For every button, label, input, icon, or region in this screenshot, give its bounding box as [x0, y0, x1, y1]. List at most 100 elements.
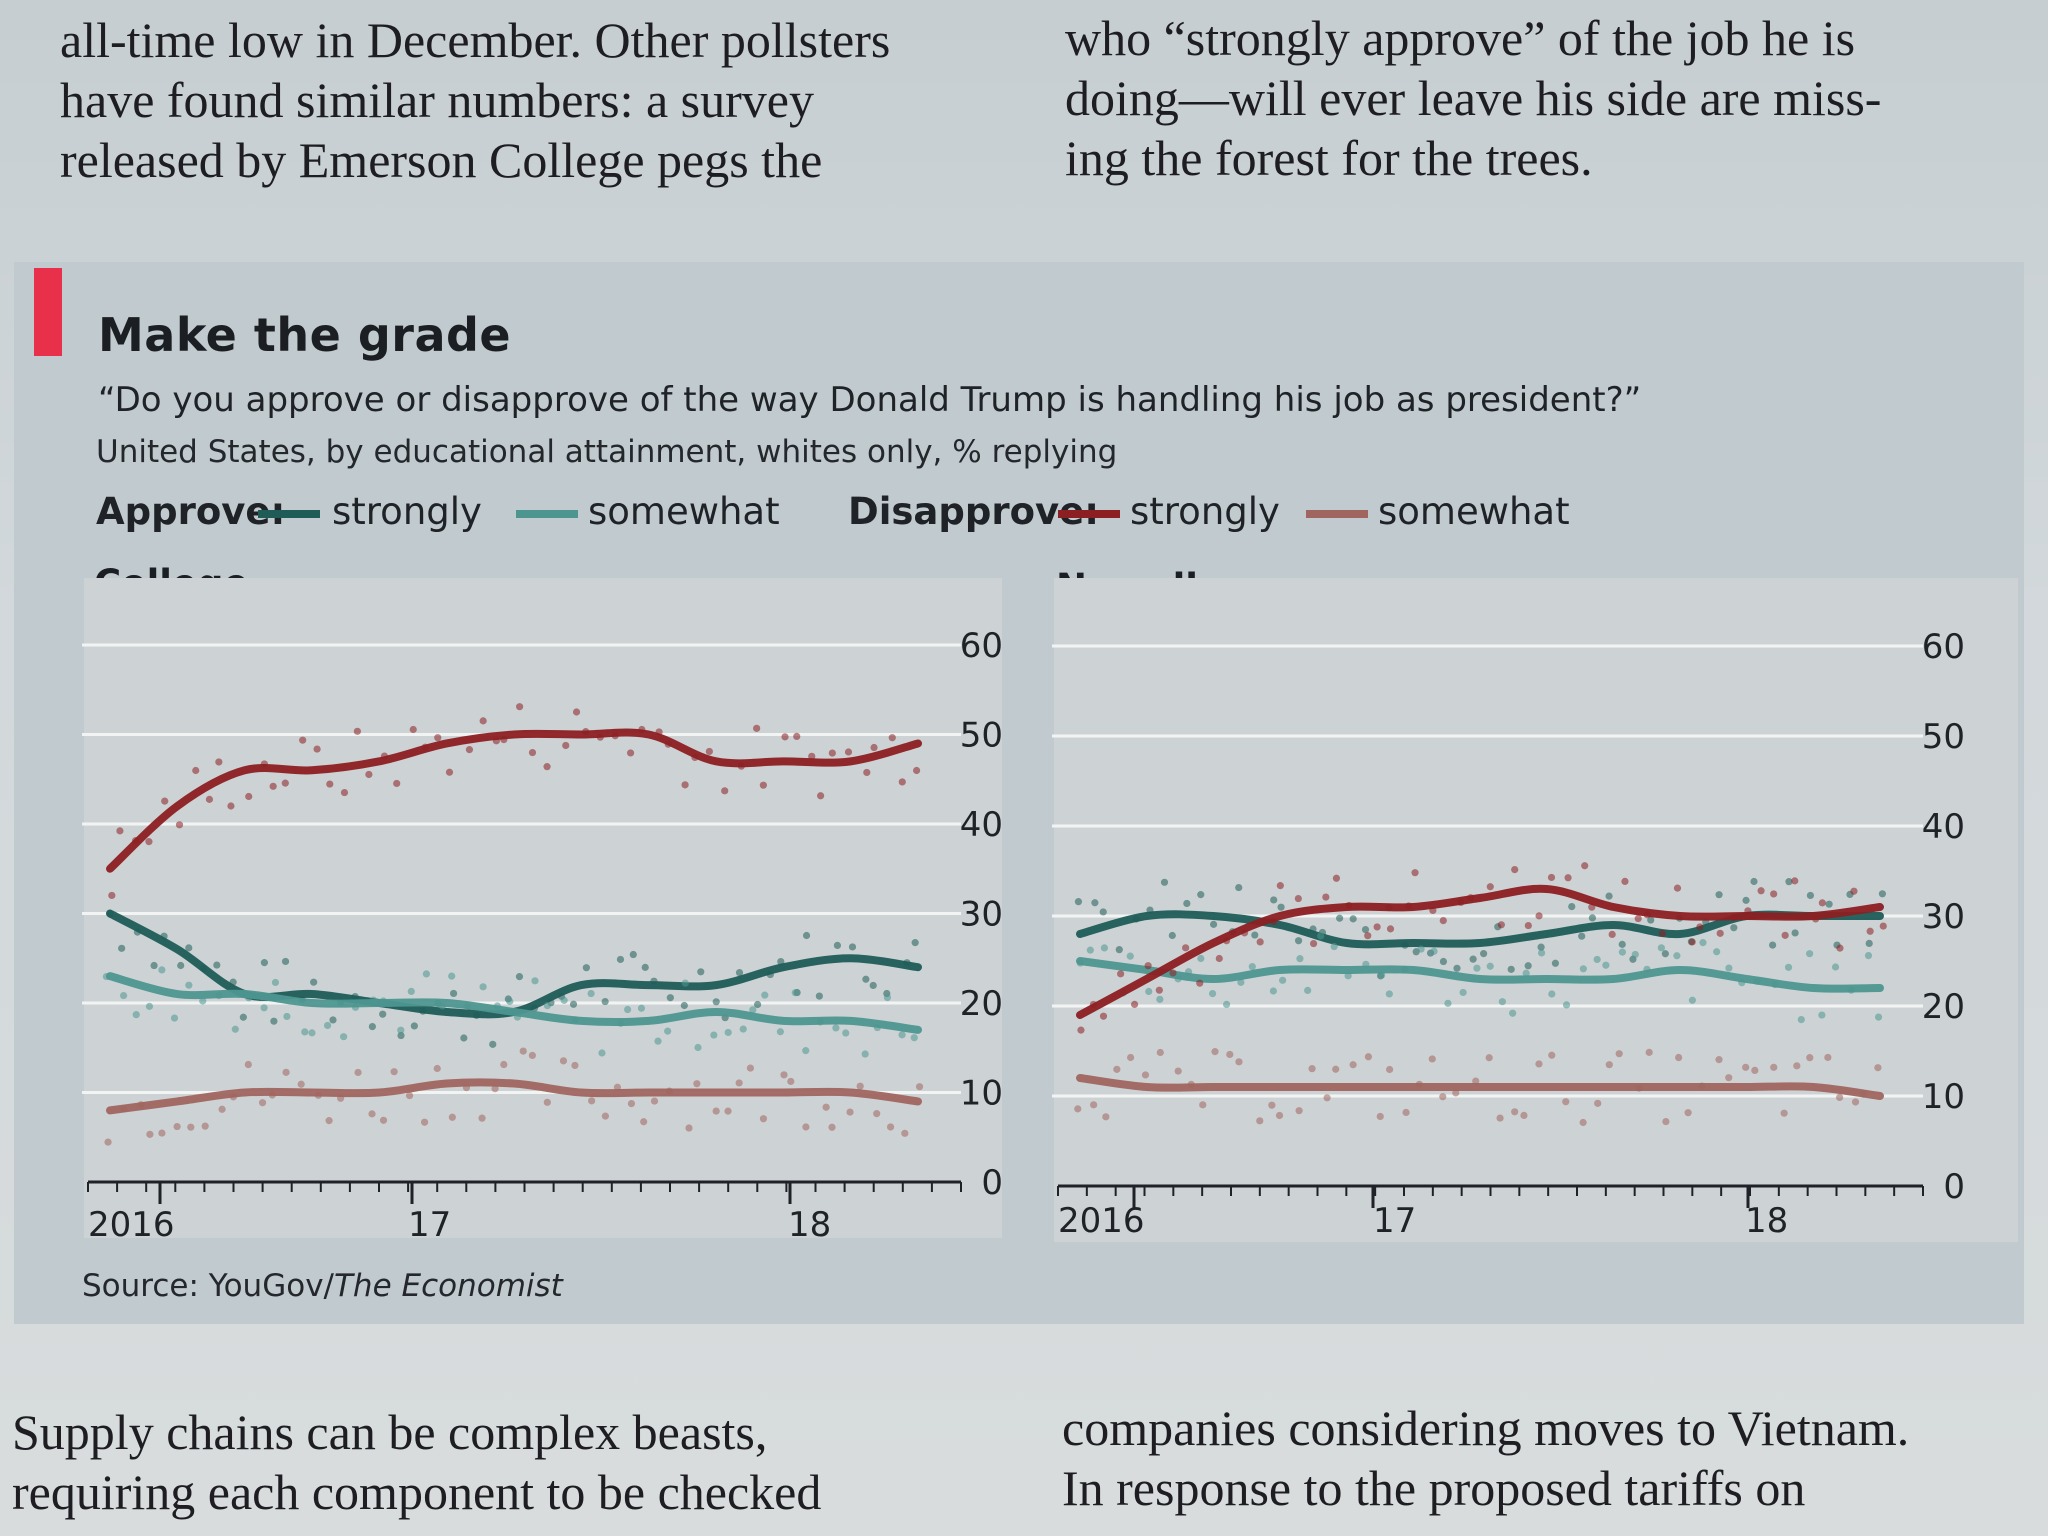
data-point: [1769, 941, 1777, 949]
data-point: [911, 939, 919, 947]
data-point: [1270, 896, 1278, 904]
data-point: [433, 1064, 441, 1073]
data-point: [397, 1031, 405, 1040]
data-point: [1715, 1056, 1723, 1064]
data-point: [1386, 1065, 1394, 1074]
data-point: [410, 1022, 418, 1030]
data-point: [1588, 914, 1597, 922]
data-point: [1361, 925, 1370, 934]
series-line: [106, 1078, 922, 1115]
data-point: [828, 749, 836, 757]
data-point: [627, 1099, 636, 1108]
data-point: [1797, 1015, 1805, 1024]
data-point: [1295, 1107, 1303, 1115]
data-point: [641, 963, 649, 971]
series-line: [1076, 884, 1884, 1019]
data-point: [1100, 944, 1109, 952]
data-point: [1634, 914, 1642, 923]
series-line: [106, 972, 922, 1034]
data-point: [1658, 929, 1667, 938]
data-point: [735, 968, 744, 977]
data-point: [1520, 1111, 1528, 1119]
data-point: [1713, 948, 1721, 956]
data-point: [1806, 950, 1814, 958]
series-line: [106, 728, 922, 873]
data-point: [1235, 883, 1243, 892]
data-point: [1144, 962, 1152, 970]
data-point: [664, 1027, 672, 1035]
data-point: [1818, 1011, 1826, 1019]
data-point: [862, 975, 870, 983]
data-point: [1428, 1055, 1436, 1063]
data-point: [1222, 1000, 1231, 1008]
data-point: [1197, 891, 1205, 899]
data-point: [1647, 916, 1655, 924]
x-tick-label: 18: [788, 1205, 831, 1245]
data-point: [1578, 932, 1586, 940]
text-line: Supply chains can be complex beasts,: [12, 1404, 768, 1460]
data-point: [781, 733, 789, 741]
chart-note: United States, by educational attainment…: [96, 434, 1118, 470]
data-point: [227, 802, 235, 810]
data-point: [753, 1000, 762, 1009]
data-point: [260, 959, 269, 967]
text-line: In response to the proposed tariffs on: [1062, 1460, 1806, 1516]
data-point: [888, 734, 896, 742]
data-point: [898, 778, 906, 786]
data-point: [1688, 996, 1697, 1004]
y-tick-label: 60: [960, 626, 1003, 666]
legend-disapprove-label: Disapprove:: [848, 490, 1100, 533]
data-point: [1806, 1054, 1814, 1062]
data-point: [365, 770, 373, 779]
data-point: [1077, 1026, 1085, 1034]
data-point: [515, 973, 524, 981]
data-point: [1168, 931, 1176, 940]
data-point: [1535, 912, 1543, 920]
data-point: [445, 768, 454, 776]
data-point: [170, 1014, 179, 1022]
data-point: [489, 1040, 497, 1048]
data-point: [1141, 1071, 1150, 1079]
data-point: [506, 997, 514, 1005]
data-point: [407, 987, 415, 996]
data-point: [1750, 877, 1758, 886]
data-point: [1831, 963, 1840, 971]
data-point: [104, 1138, 112, 1146]
data-point: [1256, 938, 1264, 946]
data-point: [697, 968, 705, 976]
data-point: [1496, 1114, 1504, 1122]
data-point: [1836, 1093, 1844, 1102]
text-line: have found similar numbers: a survey: [60, 72, 814, 128]
data-point: [1770, 1063, 1778, 1071]
data-point: [1459, 988, 1467, 997]
data-point: [1275, 1111, 1284, 1120]
data-point: [1174, 1067, 1182, 1075]
y-tick-label: 0: [1943, 1167, 1965, 1207]
data-point: [1485, 1054, 1493, 1062]
data-point: [397, 1026, 405, 1034]
data-point: [1323, 1094, 1331, 1102]
data-point: [791, 989, 799, 997]
data-point: [735, 1079, 743, 1087]
data-point: [405, 1091, 414, 1100]
data-point: [258, 1099, 267, 1107]
data-point: [379, 1010, 387, 1018]
data-point: [626, 749, 635, 757]
data-point: [516, 703, 524, 711]
data-point: [1279, 976, 1287, 984]
data-point: [587, 989, 595, 998]
plot-area: [84, 578, 1002, 1238]
data-point: [802, 931, 811, 940]
data-point: [749, 1006, 757, 1014]
data-point: [1864, 951, 1873, 960]
data-point: [588, 1097, 596, 1105]
data-point: [1386, 925, 1395, 933]
data-point: [822, 1103, 830, 1111]
data-point: [1751, 1066, 1759, 1074]
data-point: [270, 1017, 278, 1025]
data-point: [1332, 1065, 1340, 1073]
legend-swatch-disapprove-somewhat: [1306, 510, 1368, 518]
data-point: [1208, 990, 1217, 998]
data-point: [282, 1068, 290, 1076]
